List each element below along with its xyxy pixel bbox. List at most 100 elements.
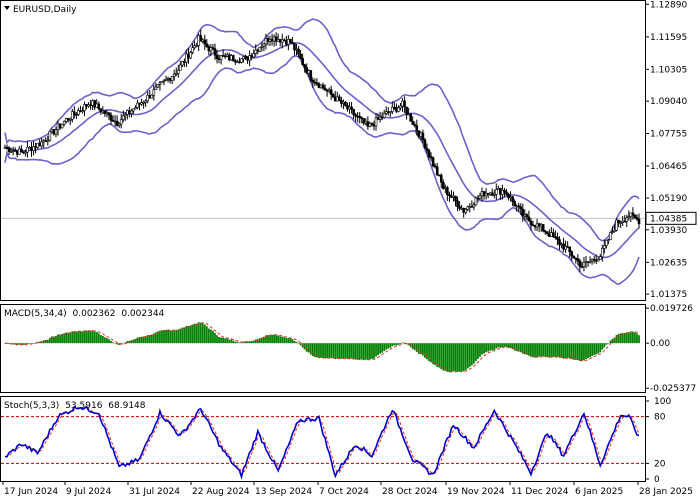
macd-bar [399, 343, 402, 345]
macd-bar [511, 343, 514, 350]
macd-bar [379, 343, 381, 354]
macd-bar [258, 338, 261, 344]
candle-body [50, 129, 54, 132]
macd-bar [454, 343, 457, 372]
macd-bar [513, 343, 516, 351]
candle-body [603, 245, 606, 249]
macd-bar [532, 343, 534, 358]
macd-bar [528, 343, 530, 356]
macd-bar [536, 343, 538, 358]
macd-bar [42, 340, 45, 344]
candle-body [478, 195, 482, 199]
macd-bar [318, 343, 320, 359]
candle-body [250, 55, 253, 58]
candle-body [293, 43, 296, 51]
macd-bar [489, 343, 492, 351]
candle-body [215, 54, 219, 60]
candle-body [238, 61, 241, 64]
macd-bar [154, 332, 157, 344]
candle-body [515, 205, 518, 208]
candle-body [503, 189, 506, 193]
stoch-axis: 100 80 20 0 [645, 397, 671, 485]
macd-bar [534, 343, 536, 358]
macd-bar [320, 343, 322, 358]
macd-bar [177, 329, 180, 344]
candle-body [115, 120, 119, 126]
macd-bar [483, 343, 485, 354]
macd-bar [621, 333, 624, 344]
candle-body [225, 54, 229, 57]
candle-body [558, 239, 561, 245]
macd-bar [558, 343, 561, 358]
candle-body [468, 206, 472, 208]
macd-value-signal: 0.002344 [121, 309, 164, 319]
macd-bar [381, 343, 384, 353]
macd-bar [617, 333, 620, 344]
macd-bar [638, 335, 640, 344]
macd-bar [18, 343, 21, 345]
price-tick-label: 1.05190 [650, 194, 687, 204]
macd-bar [631, 331, 634, 344]
macd-bar [209, 329, 212, 344]
candle-body [232, 55, 235, 62]
candle-body [62, 121, 66, 125]
candle-body [582, 261, 586, 267]
macd-bar [53, 336, 55, 344]
candle-body [611, 231, 614, 233]
candle-body [539, 224, 543, 227]
candle-body [201, 39, 205, 42]
macd-bar [503, 343, 506, 347]
macd-tick-label: 0.00 [650, 339, 670, 349]
macd-bar [146, 335, 149, 344]
macd-bar [450, 343, 453, 373]
macd-bar [303, 343, 306, 350]
candle-body [66, 118, 70, 121]
time-tick-label: 19 Nov 2024 [447, 487, 505, 497]
macd-bar [91, 330, 94, 344]
macd-bar [242, 341, 245, 344]
macd-bar [332, 343, 335, 359]
macd-bar [218, 336, 220, 344]
macd-bar [428, 343, 430, 362]
macd-bar [324, 343, 326, 359]
candle-body [384, 111, 388, 114]
candle-body [289, 39, 292, 43]
macd-tick-label: -0.025377 [650, 384, 696, 394]
macd-bar [299, 343, 302, 346]
candle-body [358, 116, 362, 118]
macd-bar [116, 343, 119, 345]
candle-body [132, 108, 135, 112]
dropdown-triangle-icon[interactable] [4, 6, 10, 10]
macd-bar [220, 337, 222, 344]
macd-bar [572, 343, 575, 360]
macd-bar [195, 323, 198, 344]
stoch-lines [4, 405, 640, 481]
macd-bar [252, 340, 255, 344]
macd-bar [214, 332, 216, 344]
candle-body [209, 47, 213, 52]
candle-body [246, 56, 249, 61]
macd-bar [426, 343, 428, 360]
candle-body [370, 123, 374, 126]
macd-bar [44, 339, 47, 344]
macd-bar [611, 338, 614, 344]
macd-bar [424, 343, 426, 358]
macd-bar [87, 330, 90, 344]
macd-bar [275, 335, 278, 344]
candle-body [73, 111, 76, 115]
candle-body [301, 58, 304, 65]
macd-bar [497, 343, 500, 348]
macd-bar [103, 337, 106, 344]
candle-body [376, 117, 380, 120]
candle-body [490, 192, 494, 196]
time-tick-label: 28 Jan 2025 [639, 487, 693, 497]
macd-bar [346, 343, 349, 360]
candle-body [278, 39, 282, 43]
macd-bar [216, 335, 218, 344]
macd-bar [65, 332, 68, 344]
macd-bar [254, 339, 257, 344]
macd-bar [605, 343, 608, 345]
macd-bar [550, 343, 553, 357]
macd-bar [144, 336, 147, 344]
candle-body [128, 110, 131, 114]
